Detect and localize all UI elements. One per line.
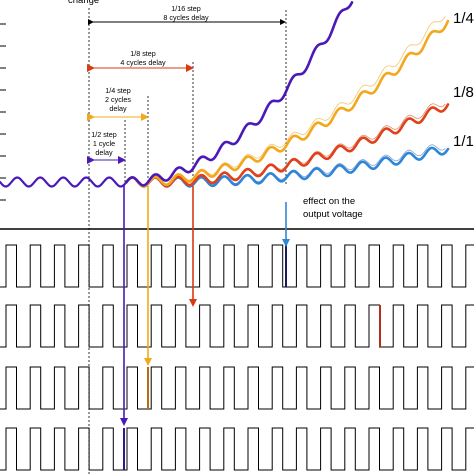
pulse-trains	[0, 244, 474, 471]
right-label-sixteenth: 1/1	[453, 133, 474, 150]
waveform-quarter-step	[124, 19, 450, 188]
pulse-train-2	[0, 304, 474, 348]
step-4-delay: 2 cycles	[105, 95, 131, 104]
effect-label-line2: output voltage	[303, 209, 363, 220]
step-16-label: 1/16 step	[171, 4, 201, 13]
effect-label-line1: effect on the	[303, 196, 355, 207]
waveform-eighth-step	[124, 103, 450, 188]
step-2-delay: 1 cycle	[93, 139, 115, 148]
step-2-delay-2: delay	[95, 148, 113, 157]
waveform-quarter-ghost	[139, 16, 446, 187]
waveform-half-step	[124, 1, 354, 187]
step-2-label: 1/2 step	[91, 130, 117, 139]
output-voltage-waveforms	[0, 1, 450, 188]
waveform-baseline	[0, 176, 128, 188]
step-8-label: 1/8 step	[130, 49, 156, 58]
delay-arrows	[87, 19, 286, 164]
right-label-quarter: 1/4	[453, 10, 474, 27]
pulse-train-4	[0, 427, 474, 471]
step-4-label: 1/4 step	[105, 86, 131, 95]
step-annotations: 1/16 step 8 cycles delay 1/8 step 4 cycl…	[91, 4, 209, 157]
pulse-train-3	[0, 366, 474, 410]
waveform-eighth-ghost	[139, 103, 446, 187]
right-label-eighth: 1/8	[453, 84, 474, 101]
step-4-delay-2: delay	[109, 104, 127, 113]
dashed-reference-lines	[88, 8, 287, 474]
change-label: change	[68, 0, 99, 6]
drop-arrows	[120, 185, 290, 426]
step-8-delay: 4 cycles delay	[120, 58, 166, 67]
pulse-train-1	[0, 244, 474, 288]
step-16-delay: 8 cycles delay	[163, 13, 209, 22]
y-axis-ticks	[0, 23, 6, 201]
